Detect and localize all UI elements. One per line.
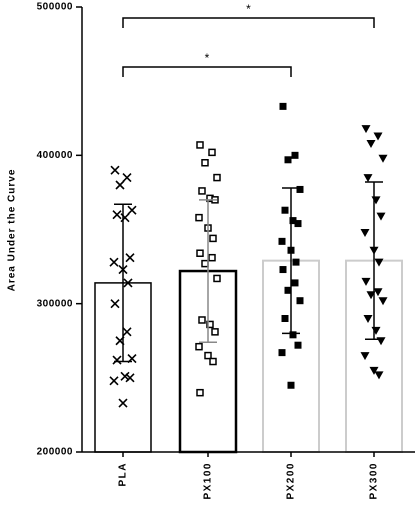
point [296, 297, 304, 305]
point [287, 381, 295, 389]
point [373, 288, 383, 297]
point [195, 342, 203, 351]
y-tick-label: 500000 [37, 2, 73, 13]
point [366, 139, 376, 148]
point [291, 151, 299, 159]
point [208, 148, 216, 157]
y-tick-label: 400000 [37, 150, 73, 161]
point [376, 212, 386, 221]
point [122, 173, 132, 183]
point [112, 355, 122, 365]
x-tick-label: PX200 [286, 462, 297, 500]
point [289, 331, 297, 339]
point [125, 253, 135, 263]
point [209, 357, 217, 366]
significance-label: * [246, 2, 251, 16]
point [296, 185, 304, 193]
point [120, 371, 130, 381]
point [291, 279, 299, 287]
significance-bracket [122, 66, 292, 77]
point [278, 349, 286, 357]
x-tick-label: PX300 [369, 462, 380, 500]
x-tick-label: PLA [118, 462, 129, 487]
point [360, 228, 370, 237]
point [213, 173, 221, 182]
x-tick-label: PX100 [203, 462, 214, 500]
point [292, 258, 300, 266]
point [363, 315, 373, 323]
point [122, 327, 132, 337]
point [281, 315, 289, 322]
point [196, 249, 204, 257]
point [211, 328, 219, 336]
point [208, 253, 216, 262]
point [109, 257, 119, 267]
point [360, 352, 370, 361]
significance-label: * [205, 51, 210, 65]
point [109, 376, 119, 386]
point [289, 217, 297, 225]
point [378, 154, 388, 163]
point [123, 278, 133, 288]
significance-bracket [122, 17, 375, 28]
point [209, 234, 217, 243]
point [110, 299, 120, 309]
point [281, 206, 289, 214]
y-tick-label: 300000 [37, 298, 73, 309]
point [369, 366, 379, 375]
point [374, 258, 384, 267]
y-axis-label: Area Under the Curve [7, 169, 18, 292]
point [118, 398, 128, 408]
point [294, 220, 302, 228]
point [378, 297, 388, 306]
point [115, 180, 125, 190]
point [284, 156, 292, 164]
point [127, 205, 137, 215]
point [198, 187, 206, 195]
point [294, 341, 302, 349]
point [284, 286, 292, 294]
point [120, 213, 130, 223]
point [112, 210, 122, 220]
point [206, 320, 214, 329]
point [361, 277, 371, 286]
point [373, 132, 383, 141]
point [201, 259, 209, 268]
point [125, 373, 135, 383]
point [204, 351, 212, 360]
point [279, 102, 287, 110]
point [110, 165, 120, 175]
point [278, 237, 286, 245]
point [196, 141, 204, 149]
point [195, 213, 203, 222]
point [198, 316, 206, 324]
point [196, 388, 204, 397]
point [279, 266, 287, 274]
y-tick-label: 200000 [37, 447, 73, 458]
point [374, 371, 384, 380]
point [213, 274, 221, 283]
point [361, 125, 371, 134]
point [201, 159, 209, 167]
point [363, 174, 373, 183]
point [371, 196, 381, 205]
